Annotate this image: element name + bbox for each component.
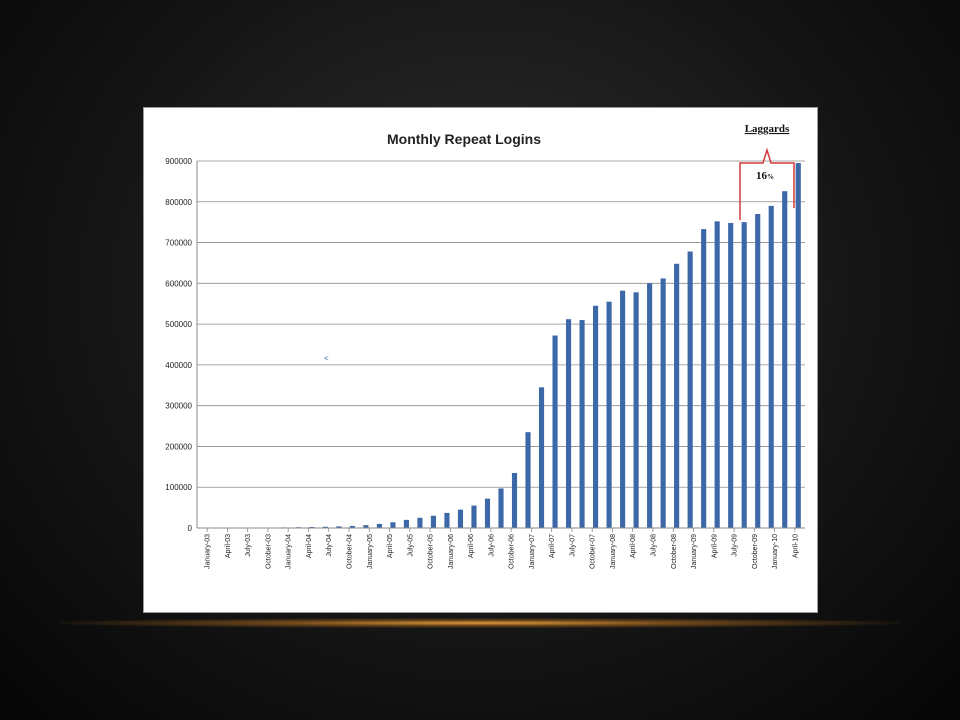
x-tick-label: October-03 [265, 534, 272, 569]
bar [606, 301, 612, 528]
bar [349, 525, 355, 528]
x-tick-label: October-08 [671, 534, 678, 569]
bar [538, 387, 545, 528]
bar [457, 509, 464, 528]
y-tick-label: 500000 [165, 320, 192, 329]
bar [484, 498, 491, 528]
x-tick-label: January-03 [205, 534, 212, 569]
bar [565, 319, 572, 528]
bar [593, 305, 599, 528]
x-tick-label: April-10 [792, 534, 799, 558]
laggards-bracket [739, 147, 795, 220]
x-tick-label: January-06 [448, 534, 455, 569]
x-tick-label: July-04 [326, 534, 333, 557]
slide-underline-glow [60, 618, 900, 628]
x-tick-label: July-08 [651, 534, 658, 557]
x-tick-label: October-09 [752, 534, 759, 569]
x-tick-label: October-06 [509, 534, 516, 569]
bar [417, 517, 423, 528]
bar [768, 205, 774, 528]
bar [511, 472, 518, 528]
bars [201, 163, 801, 529]
bar [336, 526, 342, 528]
bar [376, 523, 382, 528]
x-tick-label: October-04 [347, 534, 354, 569]
bar [741, 222, 747, 528]
bar [701, 229, 707, 529]
bar [430, 515, 437, 528]
y-tick-label: 900000 [165, 157, 192, 166]
bar [728, 222, 734, 528]
bar [525, 432, 531, 528]
y-tick-label: 300000 [165, 402, 192, 411]
bar [782, 191, 788, 529]
bar [795, 163, 801, 528]
bar [647, 283, 653, 528]
y-tick-label: 400000 [165, 361, 192, 370]
x-tick-label: January-05 [367, 534, 374, 569]
x-tick-label: January-10 [772, 534, 779, 569]
y-tick-label: 100000 [165, 483, 192, 492]
x-tick-label: April-07 [549, 534, 556, 558]
bar [755, 214, 761, 528]
bar [498, 488, 504, 528]
bar [633, 292, 639, 528]
x-tick-label: October-07 [590, 534, 597, 569]
x-tick-label: April-09 [711, 534, 718, 558]
y-tick-label: 700000 [165, 239, 192, 248]
bar [403, 519, 409, 528]
x-tick-label: April-04 [306, 534, 313, 558]
x-tick-label: July-07 [569, 534, 576, 557]
gridlines [197, 160, 805, 488]
bar [322, 526, 328, 528]
y-tick-label: 200000 [165, 442, 192, 451]
x-tick-label: January-09 [691, 534, 698, 569]
x-tick-label: January-07 [529, 534, 536, 569]
x-tick-label: July-05 [407, 534, 414, 557]
laggards-label: Laggards [745, 123, 790, 135]
bar [714, 221, 720, 528]
bar [687, 251, 693, 528]
x-tick-label: April-03 [225, 534, 232, 558]
y-axis-ticks: 0 100000 200000 300000 400000 500000 600000 700… [165, 157, 192, 533]
x-tick-label: October-05 [428, 534, 435, 569]
x-axis-ticks: January-03 April-03 July-03 October-03 Janua… [205, 528, 799, 569]
bar [444, 512, 450, 528]
x-tick-label: April-05 [387, 534, 394, 558]
x-tick-label: April-06 [468, 534, 475, 558]
bar [579, 320, 585, 528]
chart-frame: Monthly Repeat Logins 0 100000 200000 30000… [143, 107, 818, 613]
bar [674, 263, 680, 528]
x-tick-label: January-04 [286, 534, 293, 569]
y-tick-label: 600000 [165, 279, 192, 288]
bar [390, 522, 396, 528]
x-tick-label: April-08 [630, 534, 637, 558]
y-tick-label: 0 [188, 524, 193, 533]
y-tick-label: 800000 [165, 198, 192, 207]
bar [309, 526, 315, 528]
x-tick-label: July-03 [245, 534, 252, 557]
x-tick-label: January-08 [610, 534, 617, 569]
stray-mark: < [324, 354, 329, 363]
bar [660, 278, 666, 528]
bar [620, 290, 626, 528]
bar [363, 525, 369, 528]
bar [552, 335, 558, 528]
chart-title: Monthly Repeat Logins [387, 131, 541, 147]
laggards-annotation: Laggards 16% [739, 123, 795, 220]
x-tick-label: July-09 [732, 534, 739, 557]
bar [471, 505, 477, 528]
x-tick-label: July-06 [488, 534, 495, 557]
laggards-percent: 16% [756, 170, 774, 182]
repeat-logins-chart: Monthly Repeat Logins 0 100000 200000 30000… [165, 123, 805, 569]
